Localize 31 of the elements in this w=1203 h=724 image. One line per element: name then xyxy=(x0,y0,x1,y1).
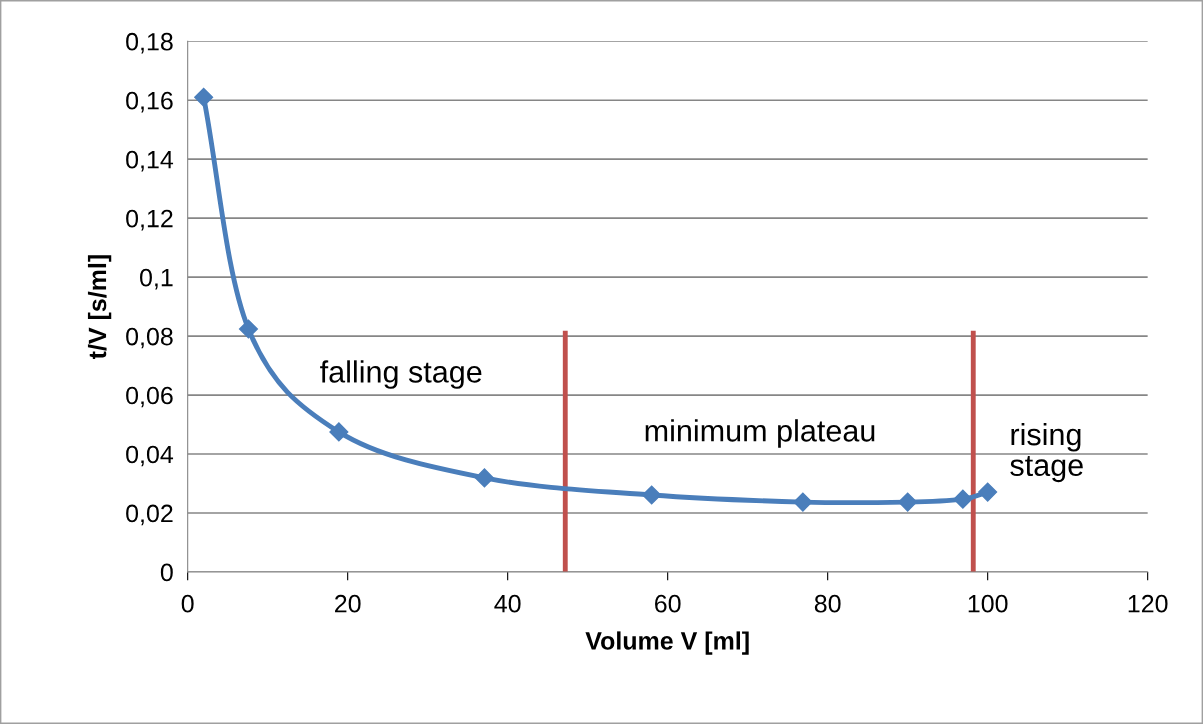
y-tick-label: 0,16 xyxy=(126,91,173,113)
annotation: rising stage xyxy=(1010,422,1083,483)
x-tick-label: 0 xyxy=(181,594,194,613)
x-tick-label: 120 xyxy=(1128,594,1168,613)
y-tick-label: 0,14 xyxy=(126,150,174,172)
annotation: falling stage xyxy=(320,360,482,389)
point xyxy=(474,468,495,488)
point xyxy=(329,422,349,442)
x-tick-label: 20 xyxy=(335,594,361,613)
x-tick-label: 100 xyxy=(968,594,1008,613)
point xyxy=(642,485,662,505)
y-tick-label: 0,18 xyxy=(126,32,173,54)
y-tick-label: 0,06 xyxy=(126,386,173,408)
x-tick-label: 80 xyxy=(814,594,841,613)
y-tick-label: 0 xyxy=(160,563,173,582)
x-tick-label: 40 xyxy=(494,594,521,613)
point xyxy=(978,482,998,502)
y-tick-label: 0,04 xyxy=(126,445,174,467)
y-tick-label: 0,12 xyxy=(126,209,173,231)
point xyxy=(898,492,918,512)
point xyxy=(194,87,214,107)
point xyxy=(793,492,813,512)
point xyxy=(238,319,259,339)
y-axis-title: t/V [s/ml] xyxy=(87,255,112,360)
y-tick-label: 0,1 xyxy=(140,268,173,290)
annotation: minimum plateau xyxy=(645,419,875,448)
x-axis-title: Volume V [ml] xyxy=(585,631,749,655)
x-tick-label: 60 xyxy=(655,594,681,613)
point xyxy=(953,489,973,509)
y-tick-label: 0,02 xyxy=(126,504,173,526)
y-tick-label: 0,08 xyxy=(126,327,173,349)
